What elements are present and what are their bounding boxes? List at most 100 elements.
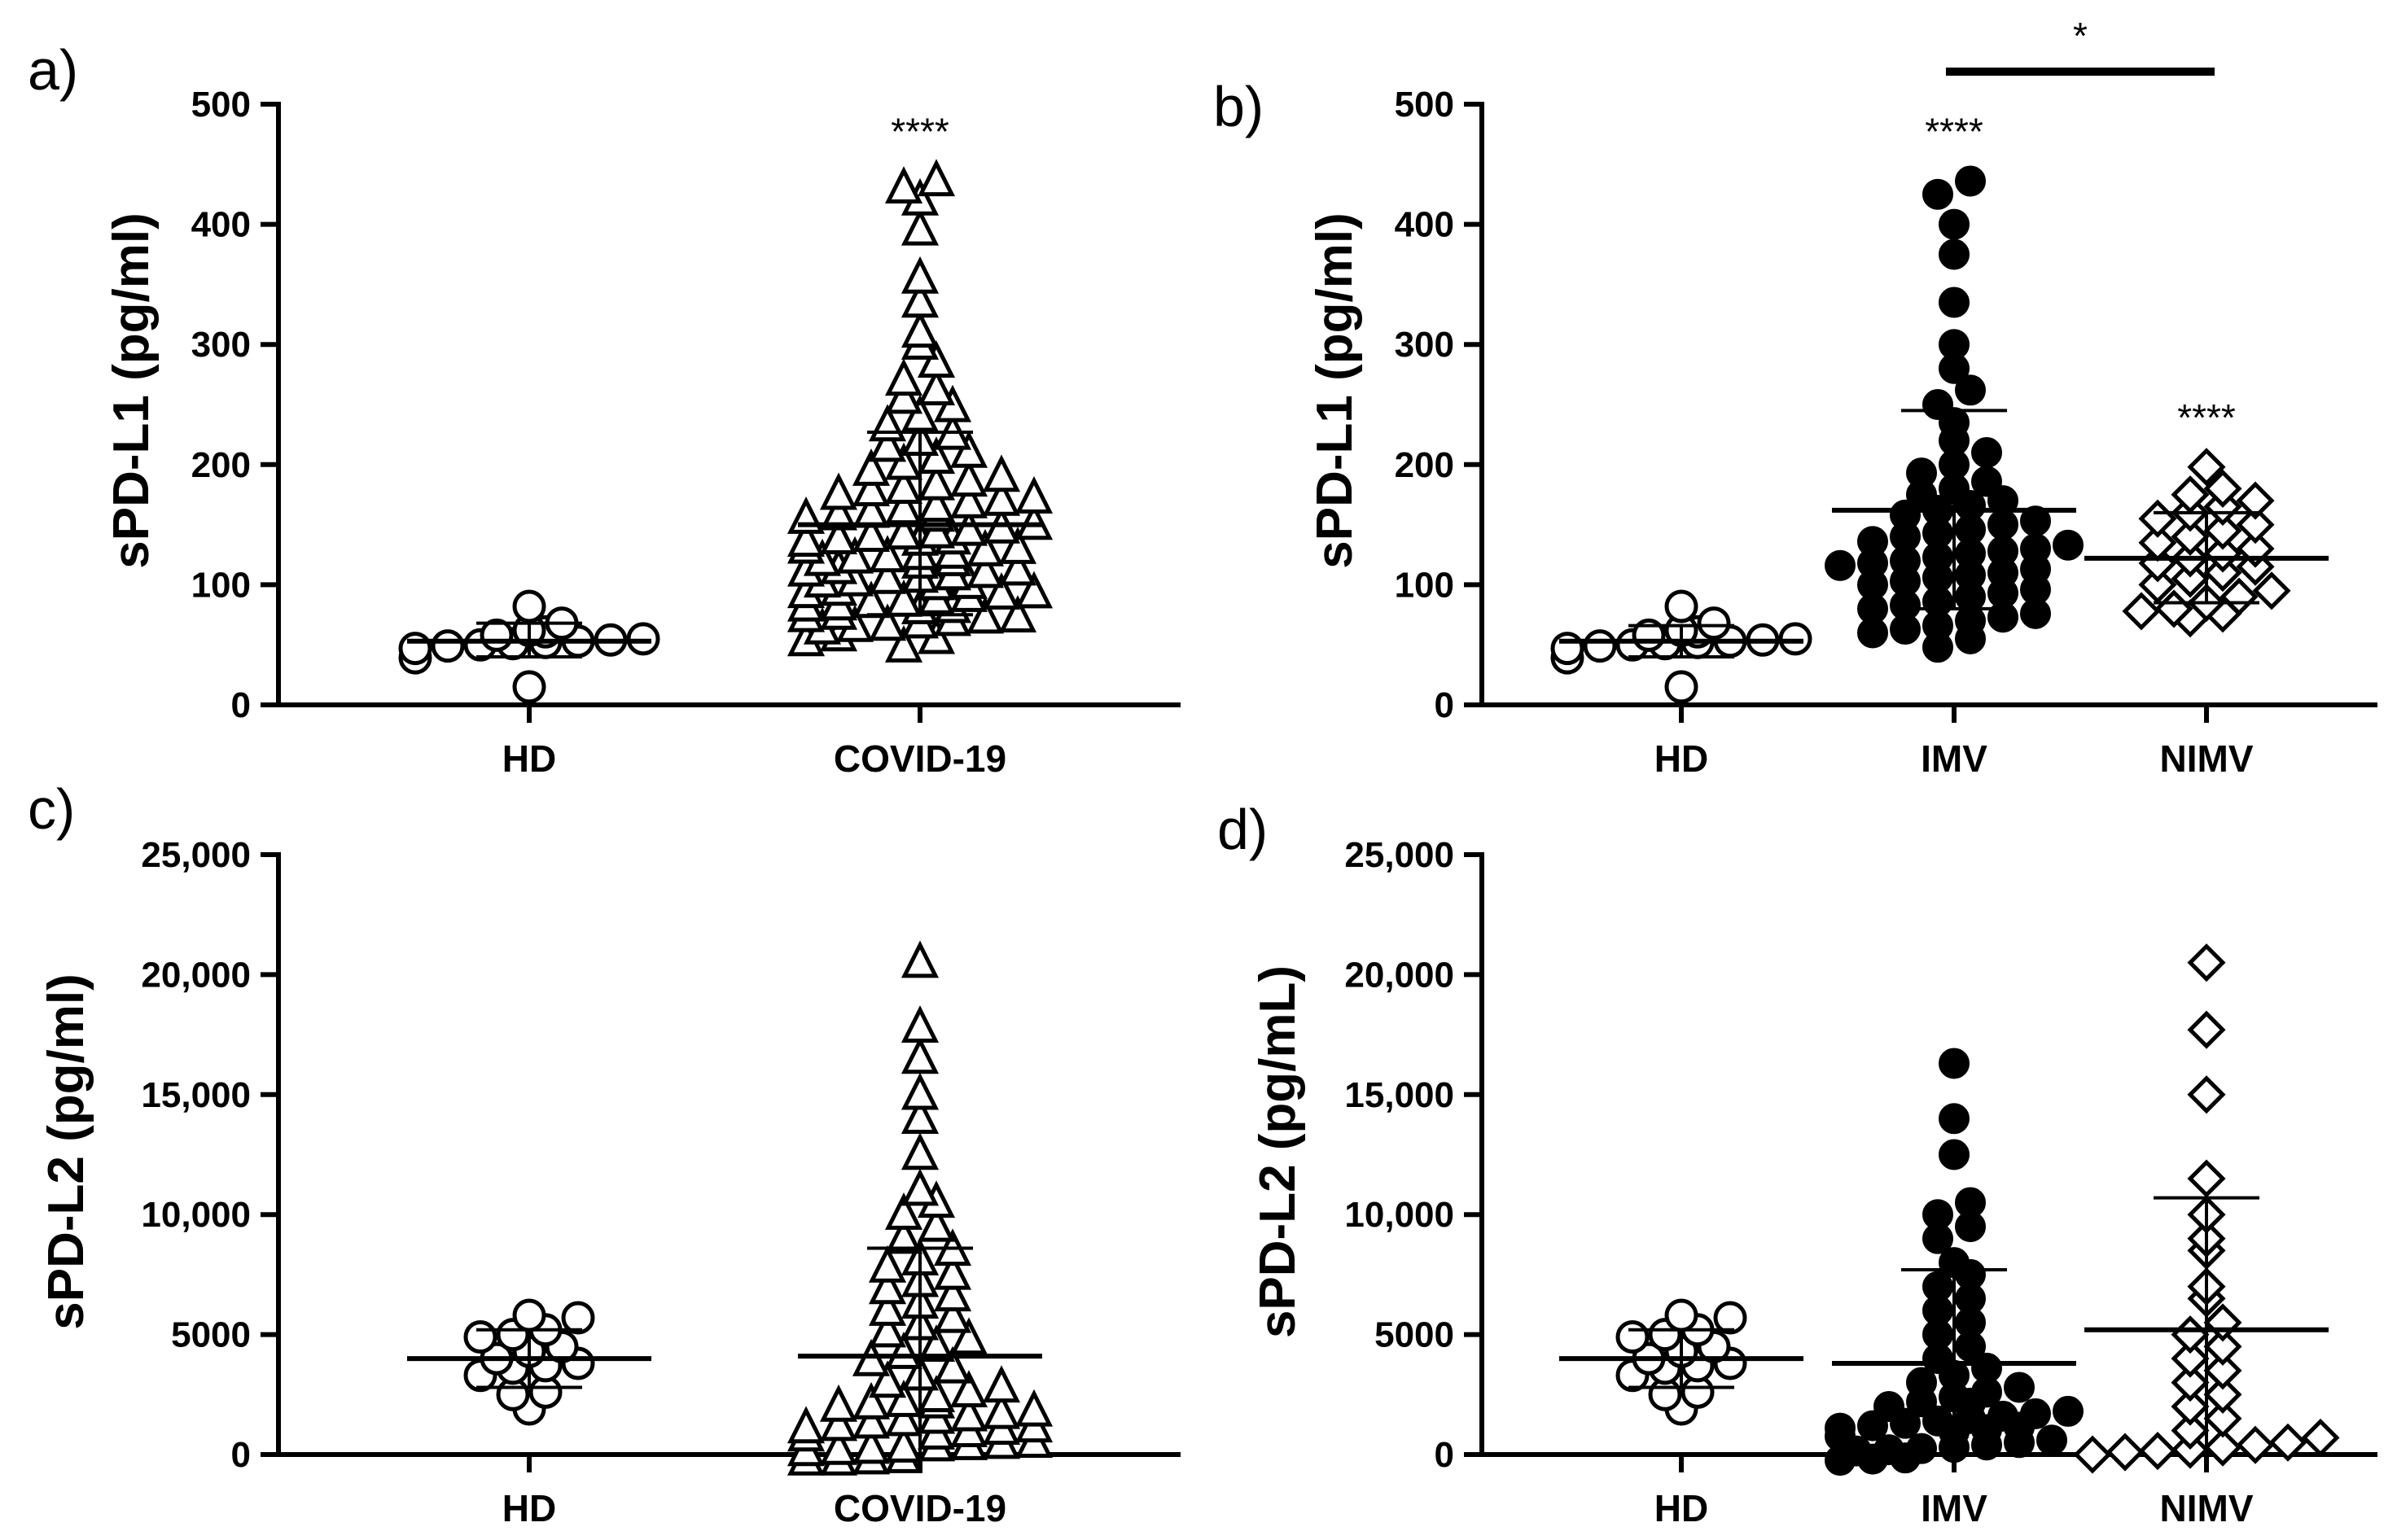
data-point [819, 472, 858, 510]
data-point [2020, 505, 2051, 537]
data-point [1955, 165, 1986, 197]
x-tick-label: HD [1654, 737, 1708, 780]
data-point [917, 159, 956, 197]
data-point [2036, 1424, 2067, 1456]
x-tick-label: NIMV [2160, 737, 2254, 780]
y-tick-label: 500 [1395, 85, 1454, 125]
data-point [1939, 1139, 1970, 1170]
data-point [2171, 1411, 2210, 1450]
data-point [2171, 1363, 2210, 1402]
data-point [982, 1391, 1021, 1429]
data-point [884, 1216, 923, 1254]
data-point [982, 1365, 1021, 1403]
data-point [868, 535, 907, 573]
data-point [998, 595, 1037, 632]
y-tick-label: 25,000 [141, 835, 251, 875]
data-point [949, 1370, 988, 1408]
data-point [1971, 466, 2002, 497]
data-point [398, 632, 432, 666]
data-point [2252, 571, 2291, 610]
y-tick-label: 20,000 [141, 955, 251, 995]
data-point [2203, 1375, 2242, 1414]
data-point [431, 629, 465, 663]
data-point [1890, 499, 1921, 531]
data-point [1971, 1352, 2002, 1384]
data-point [852, 1338, 891, 1376]
x-tick-label: COVID-19 [834, 737, 1006, 780]
data-point [868, 1310, 907, 1348]
panel-d-y-axis-label: sPD-L2 (pg/mL) [1250, 965, 1306, 1338]
y-tick-label: 10,000 [141, 1195, 251, 1235]
data-point [2220, 577, 2259, 616]
x-tick-label: HD [1654, 1487, 1708, 1529]
data-point [1697, 606, 1731, 641]
data-point [852, 514, 891, 553]
plot-3: 0 5000 10,000 15,000 20,000 25,000 HD COVID-19 [141, 835, 1181, 1529]
data-point [2171, 1315, 2210, 1354]
data-point [1987, 536, 2018, 567]
data-point [1014, 1389, 1054, 1427]
data-point [787, 519, 826, 557]
data-point [1939, 287, 1970, 318]
plot-4: 0 5000 10,000 15,000 20,000 25,000 HD IMV NIMV [1344, 835, 2377, 1529]
y-tick-label: 15,000 [1344, 1075, 1454, 1115]
data-point [868, 603, 907, 641]
data-point [917, 462, 956, 501]
y-tick-label: 0 [231, 1435, 251, 1475]
data-point [2053, 1395, 2084, 1427]
series-hd [1550, 589, 1812, 704]
data-point [512, 1298, 546, 1332]
plot-1: 0 100 200 300 400 500 HD COVID-19 **** [191, 85, 1181, 780]
data-point [917, 436, 956, 475]
data-point [884, 624, 923, 663]
series-imv [1825, 1048, 2084, 1477]
data-point [868, 424, 907, 462]
data-point [2171, 1387, 2210, 1426]
data-point [787, 497, 826, 534]
y-tick-label: 400 [191, 205, 251, 245]
data-point [819, 517, 858, 555]
data-point [884, 512, 923, 550]
data-point [901, 1072, 940, 1110]
data-point [1906, 1367, 1937, 1398]
data-point [998, 548, 1037, 586]
data-point [480, 618, 514, 652]
significance-label: **** [1925, 110, 1983, 152]
data-point [917, 368, 956, 405]
data-point [1014, 571, 1054, 609]
data-point [901, 1005, 940, 1043]
data-point [1939, 238, 1970, 270]
data-point [852, 469, 891, 506]
y-tick-label: 200 [1395, 445, 1454, 485]
data-point [1939, 1048, 1970, 1079]
data-point [901, 256, 940, 294]
data-point [787, 1406, 826, 1444]
data-point [884, 442, 923, 480]
panel-a-letter: a) [28, 38, 78, 102]
data-point [917, 1375, 956, 1412]
data-point [2020, 533, 2051, 565]
data-point [949, 480, 988, 518]
data-point [966, 596, 1005, 634]
data-point [1922, 178, 1953, 210]
series-hd [407, 1298, 651, 1426]
data-point [901, 280, 940, 318]
data-point [2301, 1418, 2340, 1457]
data-point [949, 459, 988, 497]
data-point [917, 484, 956, 523]
panel-a: a) sPD-L1 (pg/ml) [28, 38, 160, 569]
data-point [884, 1192, 923, 1230]
data-point [2203, 1428, 2242, 1467]
x-tick-label: HD [502, 1487, 556, 1529]
y-tick-label: 500 [191, 85, 251, 125]
data-point [512, 670, 546, 704]
y-tick-label: 300 [1395, 325, 1454, 365]
data-point [982, 478, 1021, 516]
data-point [2138, 565, 2177, 604]
y-tick-label: 5000 [1374, 1315, 1454, 1355]
data-point [982, 572, 1021, 610]
data-point [949, 508, 988, 546]
data-point [884, 1379, 923, 1417]
